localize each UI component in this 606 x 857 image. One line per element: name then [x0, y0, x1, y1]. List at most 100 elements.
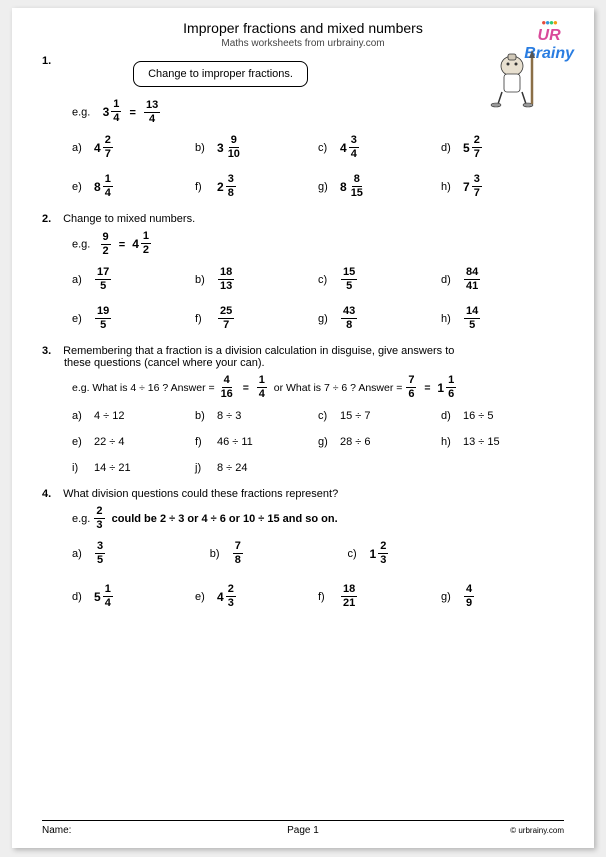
question-item: g) 8815 [318, 174, 441, 199]
fraction: 257 [218, 306, 234, 331]
footer: Name: Page 1 © urbrainy.com [42, 820, 564, 836]
q1-row-1: a)427b)3910c)434d)527 [72, 135, 564, 160]
question-item: c)155 [318, 267, 441, 292]
item-label: c) [318, 410, 334, 422]
item-label: h) [441, 181, 457, 193]
fraction: 438 [341, 306, 357, 331]
question-item: j)8 ÷ 24 [195, 462, 318, 474]
item-label: i) [72, 462, 88, 474]
q3-row-1: a)4 ÷ 12b)8 ÷ 3c)15 ÷ 7d)16 ÷ 5 [72, 410, 564, 422]
q2-eg-d: 2 [101, 245, 111, 257]
question-item: a) 175 [72, 267, 195, 292]
q3-number: 3. [42, 345, 60, 357]
division-expr: 28 ÷ 6 [340, 436, 371, 448]
question-item: h)13 ÷ 15 [441, 436, 564, 448]
q3-text-2: these questions (cancel where your can). [64, 357, 564, 369]
q1-eg-label: e.g. [72, 107, 90, 119]
question-item: f)238 [195, 174, 318, 199]
division-expr: 14 ÷ 21 [94, 462, 131, 474]
q1-eg-rn: 13 [144, 100, 160, 113]
question-item: c) 434 [318, 135, 441, 160]
question-2: 2. Change to mixed numbers. e.g. 92 = 41… [42, 213, 564, 331]
item-label: b) [195, 410, 211, 422]
q1-eg-whole: 3 [103, 105, 110, 119]
fraction: 8441 [464, 267, 480, 292]
page-title: Improper fractions and mixed numbers [42, 20, 564, 36]
q3-example: e.g. What is 4 ÷ 16 ? Answer = 416 = 14 … [72, 375, 564, 400]
q3-eg-f3n: 7 [406, 375, 416, 388]
question-item: f) 1821 [318, 584, 441, 609]
mascot-icon [484, 46, 544, 111]
item-label: a) [72, 142, 88, 154]
q4-eg-d: 3 [94, 519, 104, 531]
item-label: g) [318, 313, 334, 325]
item-label: g) [318, 181, 334, 193]
q2-eg-label: e.g. [72, 239, 90, 251]
mixed-number: 238 [217, 174, 237, 199]
q2-row-2: e)195f)257g)438h)145 [72, 306, 564, 331]
question-item: a)427 [72, 135, 195, 160]
item-label: c) [318, 142, 334, 154]
mixed-number: 814 [94, 174, 114, 199]
mixed-number: 737 [463, 174, 483, 199]
item-label: e) [72, 436, 88, 448]
question-4: 4. What division questions could these f… [42, 488, 564, 609]
division-expr: 15 ÷ 7 [340, 410, 371, 422]
equals-sign: = [129, 107, 135, 119]
division-expr: 46 ÷ 11 [217, 436, 253, 448]
q1-instruction: Change to improper fractions. [133, 61, 308, 87]
item-label: c) [348, 548, 364, 560]
division-expr: 22 ÷ 4 [94, 436, 125, 448]
item-label: h) [441, 436, 457, 448]
question-item: c) 15 ÷ 7 [318, 410, 441, 422]
mixed-number: 514 [94, 584, 114, 609]
item-label: d) [72, 591, 88, 603]
q3-eg-rd: 6 [446, 388, 456, 400]
mixed-number: 434 [340, 135, 360, 160]
division-expr: 8 ÷ 24 [217, 462, 248, 474]
q3-row-3: i) 14 ÷ 21 j)8 ÷ 24 [72, 462, 564, 474]
q4-text: What division questions could these frac… [63, 488, 338, 500]
question-item: e) 22 ÷ 4 [72, 436, 195, 448]
question-item: f) 46 ÷ 11 [195, 436, 318, 448]
item-label: f) [318, 591, 334, 603]
mixed-number: 8815 [340, 174, 366, 199]
question-item: h) 737 [441, 174, 564, 199]
fraction: 1821 [341, 584, 357, 609]
question-item: b)3910 [195, 135, 318, 160]
item-label: d) [441, 274, 457, 286]
q2-eg-w: 4 [132, 237, 139, 251]
q2-number: 2. [42, 213, 60, 225]
item-label: a) [72, 274, 88, 286]
fraction: 175 [95, 267, 111, 292]
equals-sign: = [243, 382, 249, 394]
item-label: h) [441, 313, 457, 325]
item-label: e) [72, 181, 88, 193]
q1-eg-den: 4 [111, 112, 121, 124]
item-label: a) [72, 548, 88, 560]
item-label: b) [195, 274, 211, 286]
item-label: f) [195, 436, 211, 448]
item-label: g) [318, 436, 334, 448]
question-item: d) 8441 [441, 267, 564, 292]
item-label: d) [441, 142, 457, 154]
division-expr: 4 ÷ 12 [94, 410, 125, 422]
q3-eg-f1d: 16 [219, 388, 235, 400]
q2-eg-n: 9 [101, 232, 111, 245]
item-label: c) [318, 274, 334, 286]
fraction: 1813 [218, 267, 234, 292]
fraction: 78 [233, 541, 243, 566]
q3-text-1: Remembering that a fraction is a divisio… [63, 345, 454, 357]
fraction: 49 [464, 584, 474, 609]
q2-eg-rn: 1 [141, 231, 151, 244]
logo-dots-icon: ●●●● [524, 18, 574, 27]
q1-row-2: e) 814 f)238g) 8815 h) 737 [72, 174, 564, 199]
division-expr: 8 ÷ 3 [217, 410, 241, 422]
question-item: h)145 [441, 306, 564, 331]
equals-sign: = [119, 239, 125, 251]
question-item: b)78 [210, 541, 348, 566]
q2-text: Change to mixed numbers. [63, 213, 195, 225]
q3-eg-f3d: 6 [406, 388, 416, 400]
item-label: a) [72, 410, 88, 422]
q2-row-1: a) 175 b) 1813 c)155d) 8441 [72, 267, 564, 292]
